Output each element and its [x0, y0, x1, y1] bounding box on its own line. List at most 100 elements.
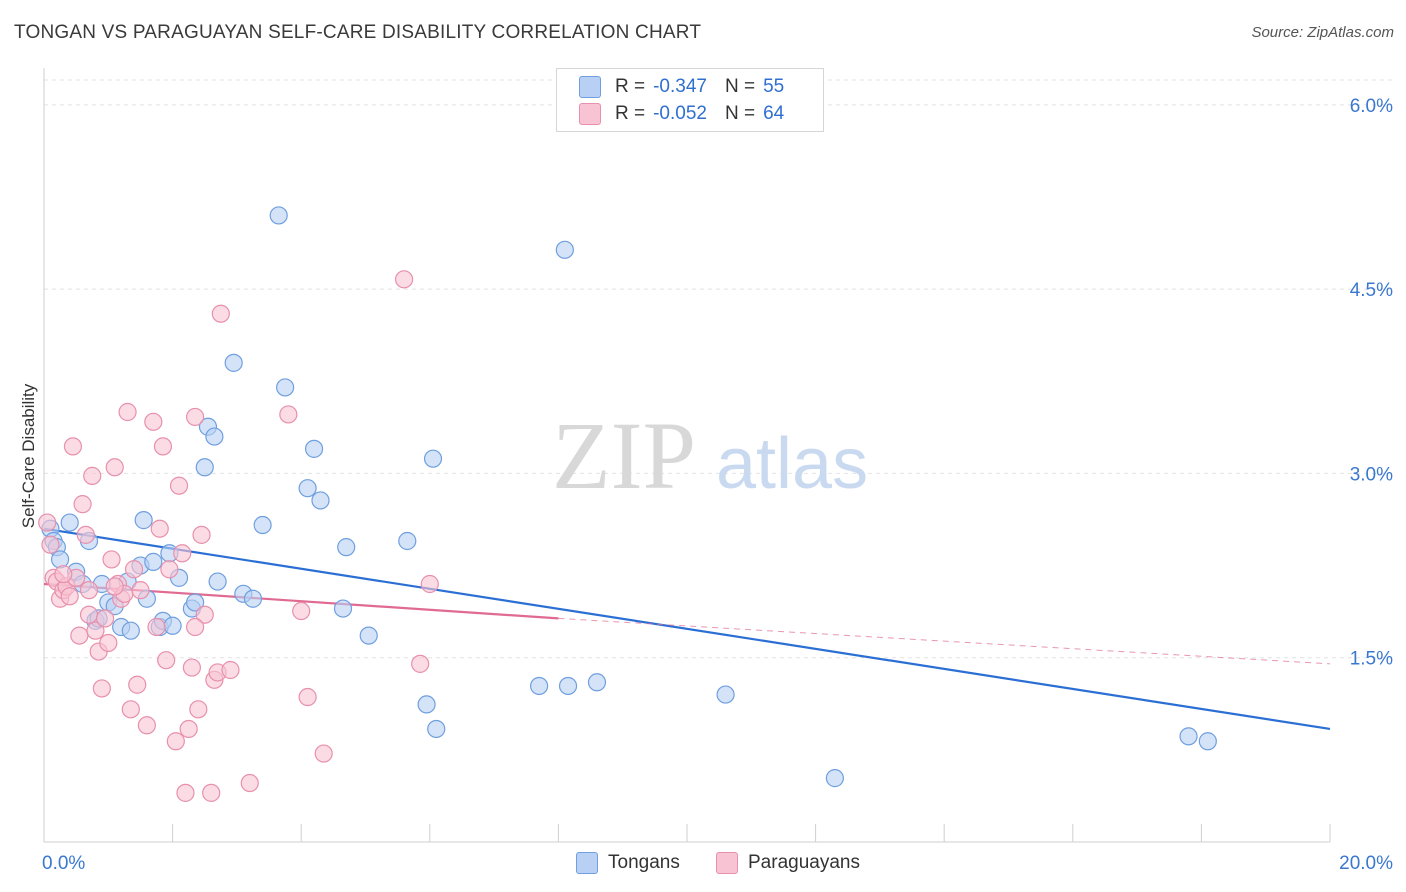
point-paraguayan-25 — [118, 402, 137, 422]
point-paraguayan-36 — [160, 560, 179, 579]
point-tongan-3 — [50, 550, 70, 569]
point-tongan-29 — [205, 427, 224, 446]
point-tongan-39 — [311, 491, 330, 510]
point-paraguayan-43 — [186, 407, 205, 427]
x-tick-label-max: 20.0% — [1339, 853, 1393, 874]
point-paraguayan-26 — [121, 700, 140, 719]
y-tick-label-0: 1.5% — [1350, 649, 1393, 670]
grid-lines — [44, 79, 1394, 659]
point-paraguayan-38 — [169, 476, 189, 495]
point-paraguayan-59 — [420, 574, 439, 594]
trend-lines — [43, 527, 1331, 731]
point-paraguayan-40 — [176, 783, 195, 802]
point-paraguayan-21 — [105, 458, 124, 477]
point-paraguayan-62 — [105, 577, 124, 596]
point-paraguayan-31 — [144, 412, 163, 431]
point-paraguayan-53 — [279, 405, 298, 424]
point-tongan-46 — [427, 719, 446, 739]
point-tongan-27 — [195, 458, 214, 477]
bottom-legend-swatch-paraguayan — [716, 852, 738, 874]
point-paraguayan-29 — [131, 581, 150, 600]
chart-source: Source: ZipAtlas.com — [1251, 24, 1394, 41]
point-tongan-17 — [134, 511, 153, 530]
point-tongan-45 — [423, 449, 443, 468]
point-paraguayan-39 — [173, 544, 192, 563]
chart-title: TONGAN VS PARAGUAYAN SELF-CARE DISABILIT… — [14, 22, 702, 43]
point-tongan-43 — [398, 531, 417, 551]
point-paraguayan-17 — [92, 679, 111, 698]
x-tick-label-min: 0.0% — [42, 853, 85, 874]
point-paraguayan-54 — [292, 601, 311, 621]
legend-n-label-paraguayan: N = — [724, 103, 756, 124]
point-paraguayan-30 — [137, 716, 156, 735]
legend-n-value-paraguayan: 64 — [763, 103, 785, 124]
bottom-legend-tongan: Tongans — [576, 852, 680, 874]
bottom-legend-label-tongan: Tongans — [608, 852, 680, 873]
legend-r-value-paraguayan: -0.052 — [653, 103, 707, 124]
point-paraguayan-63 — [186, 617, 205, 637]
point-paraguayan-12 — [76, 525, 95, 544]
point-tongan-33 — [243, 589, 263, 608]
point-paraguayan-60 — [54, 565, 73, 584]
point-paraguayan-58 — [411, 654, 430, 673]
watermark-zip: ZIP — [552, 402, 696, 509]
point-tongan-53 — [1179, 727, 1198, 746]
y-tick-label-3: 6.0% — [1350, 96, 1393, 117]
legend-n-value-tongan: 55 — [763, 76, 785, 97]
axis-labels: 1.5% 3.0% 4.5% 6.0% 0.0% 20.0% Self-Care Disab… — [19, 96, 1393, 874]
bottom-legend-paraguayan: Paraguayans — [716, 852, 860, 874]
point-paraguayan-1 — [41, 535, 60, 554]
legend-row-paraguayan: R = -0.052 N = 64 — [579, 102, 784, 126]
point-tongan-54 — [1198, 732, 1217, 751]
point-tongan-26 — [186, 593, 205, 612]
legend-row-tongan: R = -0.347 N = 55 — [579, 75, 784, 99]
point-paraguayan-44 — [189, 700, 208, 719]
point-tongan-51 — [716, 685, 735, 704]
point-paraguayan-18 — [95, 609, 115, 628]
point-paraguayan-47 — [202, 783, 221, 802]
point-paraguayan-41 — [179, 719, 198, 739]
legend-swatch-tongan — [579, 76, 601, 98]
point-paraguayan-11 — [73, 495, 92, 514]
legend-n-label-tongan: N = — [724, 76, 756, 97]
point-paraguayan-34 — [153, 437, 173, 456]
point-paraguayan-20 — [102, 550, 121, 569]
point-paraguayan-33 — [150, 519, 169, 538]
point-paraguayan-52 — [240, 773, 259, 793]
correlation-legend: R = -0.347 N = 55 R = -0.052 N = 64 — [556, 68, 824, 132]
point-paraguayan-14 — [83, 466, 102, 485]
point-tongan-34 — [253, 515, 272, 535]
point-tongan-23 — [163, 616, 182, 635]
y-tick-label-1: 3.0% — [1350, 464, 1393, 485]
point-tongan-15 — [121, 621, 140, 640]
point-tongan-40 — [333, 599, 353, 618]
bottom-legend-swatch-tongan — [576, 852, 598, 874]
point-paraguayan-27 — [124, 560, 144, 579]
point-paraguayan-28 — [128, 675, 147, 694]
watermark: ZIP atlas — [552, 402, 868, 509]
y-tick-label-2: 4.5% — [1350, 280, 1393, 301]
point-paraguayan-15 — [86, 621, 105, 640]
data-points — [38, 206, 1217, 802]
watermark-atlas: atlas — [716, 424, 868, 504]
point-tongan-50 — [587, 673, 607, 692]
point-tongan-36 — [276, 378, 295, 397]
point-paraguayan-51 — [221, 660, 240, 680]
point-paraguayan-10 — [70, 626, 89, 645]
axes — [43, 68, 1331, 843]
point-paraguayan-7 — [60, 587, 79, 606]
point-tongan-30 — [208, 572, 227, 591]
point-paraguayan-19 — [99, 633, 118, 653]
point-tongan-47 — [530, 676, 549, 696]
point-paraguayan-0 — [38, 513, 57, 532]
point-paraguayan-46 — [195, 605, 214, 624]
point-tongan-35 — [269, 206, 288, 225]
legend-r-value-tongan: -0.347 — [653, 76, 707, 97]
point-tongan-31 — [224, 353, 243, 372]
point-tongan-49 — [558, 676, 578, 696]
point-paraguayan-50 — [211, 304, 230, 323]
point-paraguayan-35 — [157, 651, 176, 670]
point-tongan-38 — [304, 439, 324, 458]
legend-r-label-paraguayan: R = — [615, 103, 646, 124]
